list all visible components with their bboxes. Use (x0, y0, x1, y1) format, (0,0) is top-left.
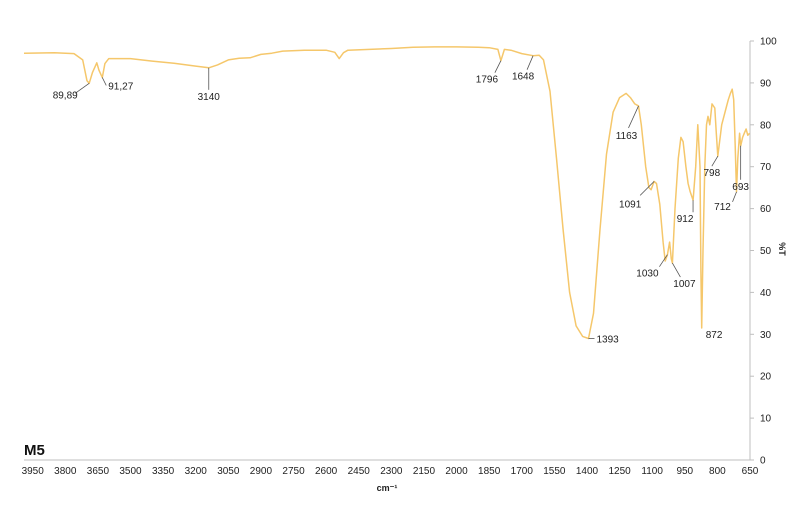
peak-annotations: 89,89 91,27 3140 1796 1648 1393 1163 1091 1030 10… (53, 55, 749, 345)
x-tick-label: 2150 (413, 466, 436, 477)
x-tick-label: 950 (676, 466, 693, 477)
x-tick-label: 1700 (511, 466, 534, 477)
peak-label: 1648 (512, 72, 535, 83)
x-tick-label: 1400 (576, 466, 599, 477)
annotation-leader-line (672, 262, 681, 278)
annotation-leader-line (659, 254, 668, 267)
y-tick-label: 20 (760, 372, 772, 383)
y-tick-label: 10 (760, 414, 772, 425)
peak-label: 912 (677, 214, 694, 225)
peak-label: 3140 (198, 92, 221, 103)
annotation-leader-line (711, 156, 719, 167)
annotation-leader-line (101, 77, 107, 86)
x-tick-label: 3050 (217, 466, 240, 477)
x-tick-label: 3650 (87, 466, 110, 477)
x-tick-label: 1550 (543, 466, 566, 477)
x-tick-label: 1250 (608, 466, 631, 477)
y-axis-ticks: 0 10 20 30 40 50 60 70 80 90 100 (750, 37, 777, 467)
annotation-leader-line (74, 82, 90, 94)
y-tick-label: 60 (760, 204, 772, 215)
y-tick-label: 100 (760, 37, 777, 48)
peak-label: 1030 (636, 269, 659, 280)
y-tick-label: 90 (760, 78, 772, 89)
y-tick-label: 40 (760, 288, 772, 299)
x-tick-label: 2600 (315, 466, 338, 477)
y-tick-label: 30 (760, 330, 772, 341)
annotation-leader-line (628, 105, 639, 129)
peak-label: 1163 (616, 131, 638, 142)
peak-label: 1091 (619, 199, 642, 210)
y-axis-title: %T (777, 242, 787, 256)
x-axis-title: cm⁻¹ (377, 483, 398, 493)
x-tick-label: 800 (709, 466, 726, 477)
x-tick-label: 3500 (119, 466, 142, 477)
x-tick-label: 1850 (478, 466, 501, 477)
transmittance-line (23, 46, 751, 340)
x-tick-label: 3800 (54, 466, 77, 477)
x-tick-label: 650 (742, 466, 759, 477)
annotation-leader-line (526, 55, 534, 70)
peak-label: 712 (714, 202, 731, 213)
x-tick-label: 2450 (348, 466, 371, 477)
annotation-leader-line (494, 60, 502, 73)
sample-label: M5 (24, 442, 45, 459)
axes (24, 41, 751, 461)
x-tick-label: 2300 (380, 466, 403, 477)
x-axis-ticks: 3950 3800 3650 3500 3350 3200 3050 2900 2750 2600… (22, 466, 759, 477)
x-tick-label: 2000 (445, 466, 468, 477)
peak-label: 798 (703, 168, 720, 179)
x-tick-label: 2900 (250, 466, 273, 477)
x-tick-label: 2750 (282, 466, 305, 477)
peak-label: 89,89 (53, 90, 78, 101)
peak-label: 91,27 (108, 81, 133, 92)
x-tick-label: 3350 (152, 466, 175, 477)
y-tick-label: 70 (760, 162, 772, 173)
y-tick-label: 0 (760, 456, 766, 467)
y-tick-label: 50 (760, 246, 772, 257)
peak-label: 693 (732, 182, 749, 193)
y-tick-label: 80 (760, 120, 772, 131)
x-tick-label: 3200 (185, 466, 208, 477)
x-tick-label: 1100 (641, 466, 663, 477)
peak-label: 872 (706, 330, 723, 341)
x-tick-label: 3950 (22, 466, 45, 477)
peak-label: 1007 (673, 279, 696, 290)
annotation-leader-line (639, 181, 655, 196)
peak-label: 1796 (476, 75, 499, 86)
annotation-leader-line (732, 191, 737, 202)
peak-label: 1393 (596, 334, 619, 345)
